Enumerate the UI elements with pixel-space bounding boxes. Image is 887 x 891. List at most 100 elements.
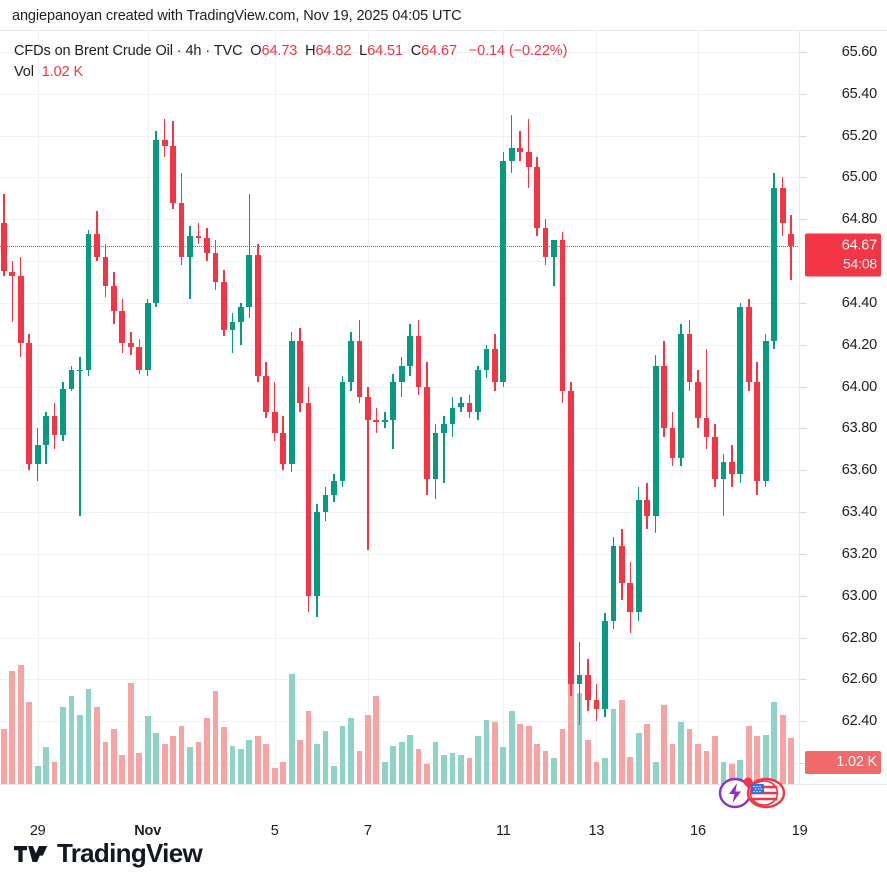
candle-wick [79, 357, 81, 517]
candle-body [458, 403, 464, 408]
gridline-h [0, 637, 799, 639]
candle-body [745, 307, 752, 383]
candle-body [500, 160, 507, 383]
volume-bar [238, 749, 244, 784]
candle-wick [790, 215, 792, 280]
candle-body [390, 382, 397, 420]
candle-body [314, 512, 320, 596]
price-axis-tick-dash [800, 302, 807, 304]
price-axis-tick: 63.60 [841, 462, 877, 479]
time-axis[interactable]: 29 Nov 5 7 11 13 16 19 [0, 817, 808, 855]
legend-low-value: 64.51 [367, 43, 403, 59]
candle-body [517, 148, 524, 153]
volume-bar [602, 758, 608, 784]
volume-bar [500, 747, 507, 784]
price-axis-tick: 62.40 [841, 713, 877, 730]
volume-bar [153, 732, 160, 784]
candle-body [551, 240, 557, 257]
volume-bar [627, 756, 634, 784]
price-axis-tick-dash [800, 637, 807, 639]
volume-bar [458, 754, 464, 784]
candle-body [720, 461, 727, 479]
price-axis-tick: 64.20 [841, 336, 877, 353]
price-axis-tick-dash [800, 219, 807, 221]
volume-bar [365, 714, 371, 784]
gridline-v [503, 31, 505, 784]
candle-body [415, 336, 422, 387]
volume-bar [432, 741, 439, 784]
candle-body [331, 480, 337, 496]
price-axis[interactable]: 65.60 65.40 65.20 65.00 64.80 64.40 64.20 64.00… [800, 30, 887, 785]
gridline-h [0, 553, 799, 555]
candle-body [356, 340, 363, 398]
candle-body [153, 139, 160, 303]
volume-bar [712, 736, 718, 784]
volume-bar [517, 723, 524, 784]
volume-bar [9, 670, 16, 784]
legend-change: −0.14 (−0.22%) [468, 43, 568, 59]
candle-body [559, 240, 566, 391]
price-axis-tick: 63.20 [841, 545, 877, 562]
volume-bar [212, 690, 219, 784]
candle-body [51, 415, 58, 435]
volume-bar [339, 725, 346, 784]
legend-high-label: H [305, 43, 316, 59]
time-axis-label: 5 [270, 823, 279, 839]
candle-body [483, 348, 490, 370]
gridline-h [0, 470, 799, 472]
candle-body [271, 411, 278, 433]
chart-plot-area[interactable] [0, 31, 800, 784]
volume-bar [102, 741, 109, 784]
volume-bar [17, 665, 24, 784]
volume-bar [483, 720, 490, 784]
price-axis-tick: 62.60 [841, 671, 877, 688]
price-axis-tick-dash [800, 93, 807, 95]
volume-bar [305, 710, 312, 784]
legend-high-value: 64.82 [315, 43, 352, 59]
chart-frame: CFDs on Brent Crude Oil · 4h · TVC O64.7… [0, 30, 887, 839]
price-axis-tick-dash [800, 553, 807, 555]
volume-bar [263, 743, 270, 784]
legend-close-value: 64.67 [421, 43, 457, 59]
legend-symbol[interactable]: CFDs on Brent Crude Oil [14, 43, 173, 59]
price-axis-tick-dash [800, 763, 807, 765]
price-axis-tick-dash [800, 512, 807, 514]
candle-body [678, 334, 684, 458]
volume-bar [381, 762, 388, 784]
candle-body [534, 167, 541, 228]
price-axis-tick: 65.00 [841, 169, 877, 186]
candle-wick [11, 261, 14, 322]
time-axis-label: 29 [29, 823, 46, 839]
candle-body [212, 252, 219, 282]
us-flag-badge-icon[interactable] [744, 773, 786, 811]
legend-volume-row: Vol 1.02 K [14, 62, 567, 83]
volume-bar [754, 736, 761, 784]
gridline-h [0, 302, 799, 304]
price-axis-tick-dash [800, 721, 807, 723]
volume-bar [610, 709, 617, 784]
candle-body [288, 340, 295, 464]
volume-bar [508, 710, 515, 784]
candle-wick [510, 114, 513, 174]
candle-body [238, 307, 244, 322]
volume-bar [745, 725, 752, 784]
volume-bar [568, 623, 574, 784]
candle-wick [705, 348, 708, 450]
volume-bar [644, 723, 651, 784]
candle-body [525, 152, 532, 167]
legend-interval[interactable]: 4h [185, 43, 202, 59]
attribution-text: angiepanoyan created with TradingView.co… [12, 8, 462, 24]
candle-body [635, 499, 642, 613]
volume-bar [204, 718, 210, 784]
candle-body [305, 403, 312, 596]
volume-bar [407, 734, 414, 784]
legend-volume-value: 1.02 K [41, 64, 84, 80]
candle-body [246, 254, 253, 308]
candle-body [491, 348, 498, 383]
volume-bar [390, 745, 397, 784]
candle-body [34, 445, 41, 464]
gridline-h [0, 386, 799, 388]
candle-wick [367, 386, 369, 550]
volume-bar [779, 714, 786, 784]
bar-countdown: 54:08 [842, 255, 877, 272]
